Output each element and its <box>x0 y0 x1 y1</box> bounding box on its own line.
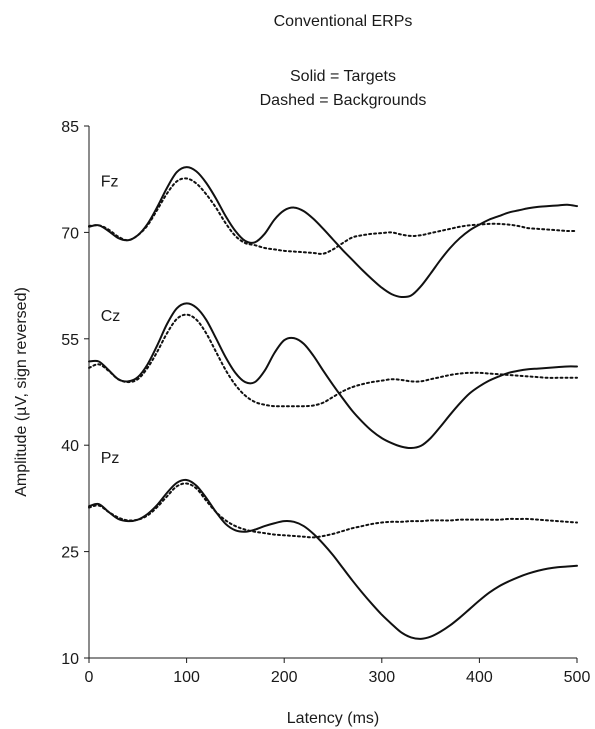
series-line-fz-backgrounds <box>89 178 577 253</box>
series-line-pz-backgrounds <box>89 483 577 537</box>
series-line-cz-targets <box>89 303 577 448</box>
y-tick-label: 85 <box>61 119 79 136</box>
series-layer <box>89 167 577 639</box>
channel-labels: Fz Cz Pz <box>101 173 121 467</box>
axis-ticks: 0 100 200 300 400 500 10 25 40 55 70 85 <box>61 119 590 686</box>
x-tick-label: 300 <box>368 669 395 686</box>
y-tick-label: 25 <box>61 545 79 562</box>
chart-subtitle-dashed: Dashed = Backgrounds <box>260 92 427 109</box>
x-tick-label: 500 <box>564 669 591 686</box>
channel-label-fz: Fz <box>101 173 119 190</box>
channel-label-cz: Cz <box>101 308 121 325</box>
x-tick-label: 0 <box>85 669 94 686</box>
chart-title: Conventional ERPs <box>274 13 413 30</box>
series-line-cz-backgrounds <box>89 315 577 407</box>
x-tick-label: 400 <box>466 669 493 686</box>
x-tick-label: 200 <box>271 669 298 686</box>
series-line-fz-targets <box>89 167 577 297</box>
series-line-pz-targets <box>89 480 577 639</box>
x-tick-label: 100 <box>173 669 200 686</box>
y-axis-label: Amplitude (µV, sign reversed) <box>13 287 30 497</box>
y-tick-label: 55 <box>61 332 79 349</box>
y-tick-label: 10 <box>61 651 79 668</box>
chart-subtitle-solid: Solid = Targets <box>290 68 396 85</box>
channel-label-pz: Pz <box>101 450 120 467</box>
x-axis-label: Latency (ms) <box>287 710 379 727</box>
y-tick-label: 70 <box>61 225 79 242</box>
y-tick-label: 40 <box>61 438 79 455</box>
